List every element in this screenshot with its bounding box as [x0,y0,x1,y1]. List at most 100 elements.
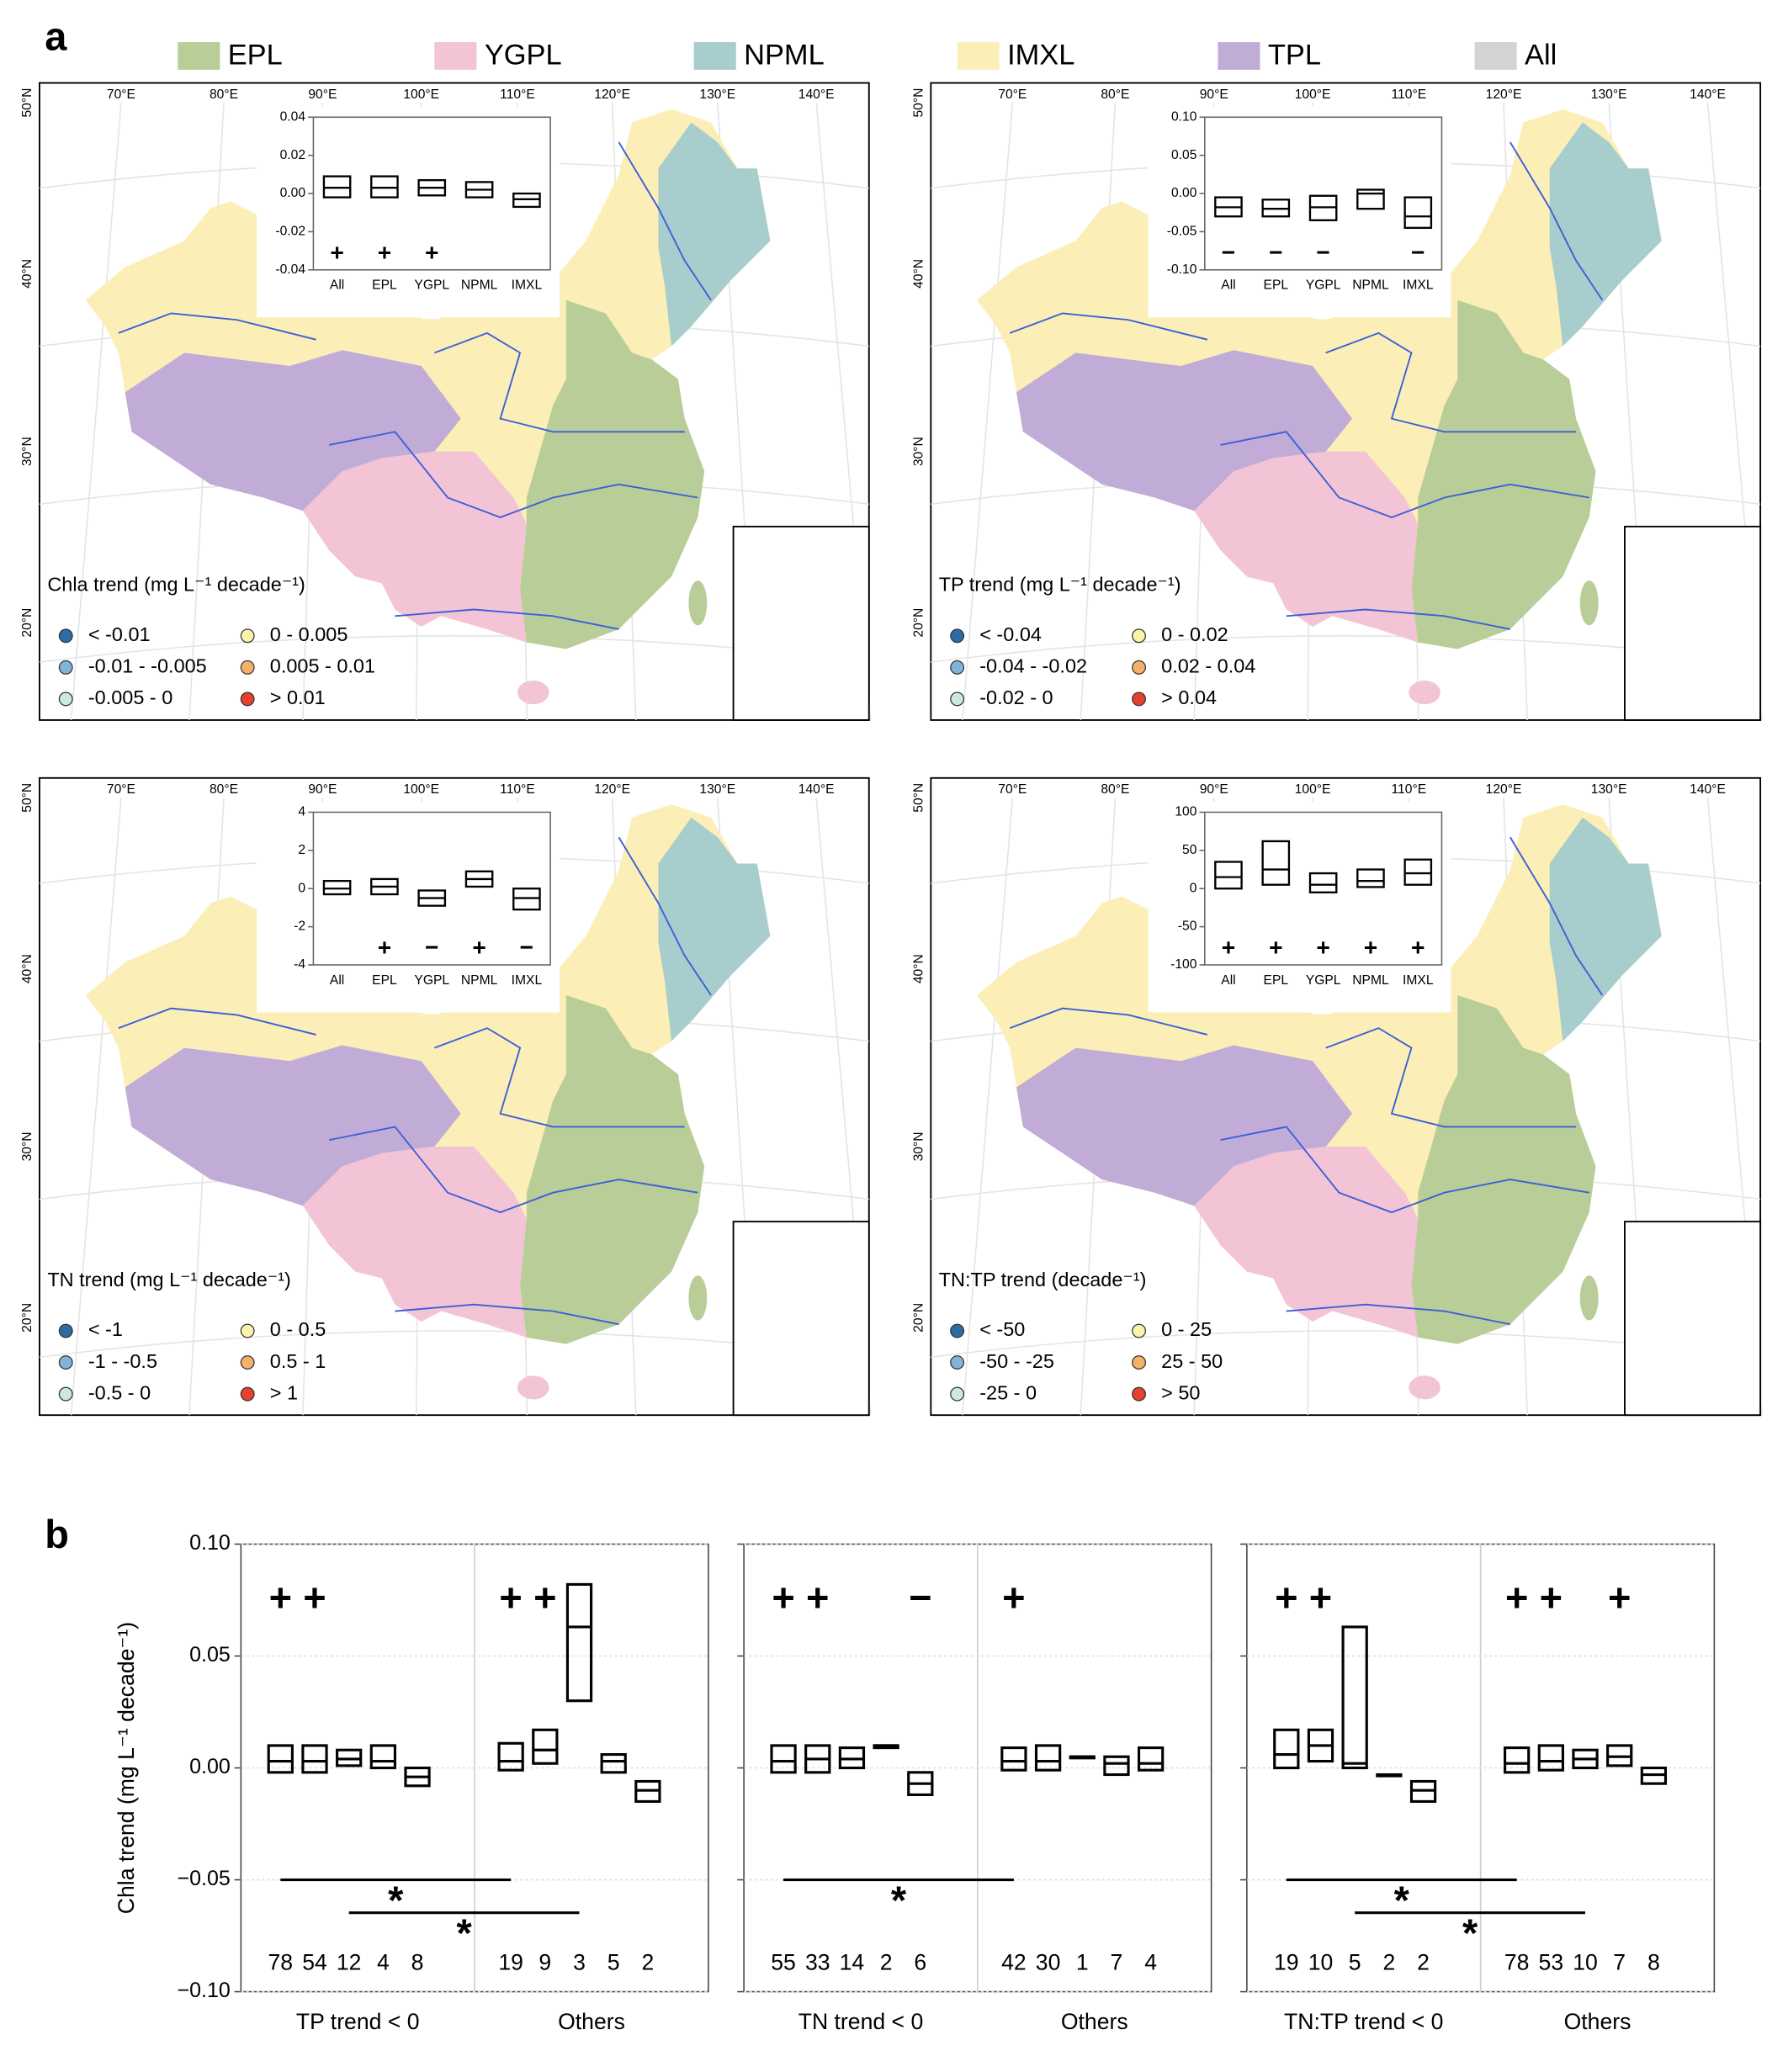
lon-label: 100°E [403,782,439,797]
x-tick-label: EPL [1264,973,1289,988]
x-tick-label: YGPL [414,973,449,988]
group-label: TN trend < 0 [798,2009,924,2034]
legend-label: -0.5 - 0 [88,1381,151,1403]
legend-label: < -1 [88,1318,123,1340]
graticule [70,102,122,721]
significance-label: * [388,1879,404,1922]
x-tick-label: NPML [461,973,498,988]
x-tick-label: IMXL [512,973,543,988]
count-label: 6 [914,1950,926,1975]
lat-label: 20°N [20,1303,34,1333]
legend-dot [58,628,73,644]
lon-label: 130°E [1591,782,1627,797]
legend-label: 0.02 - 0.04 [1161,655,1255,677]
legend-swatch [693,42,736,70]
lon-label: 110°E [1392,782,1427,797]
legend-label: YGPL [485,39,562,71]
region-tpl [1016,350,1353,511]
sign: + [1002,1576,1025,1619]
count-label: 33 [805,1950,830,1975]
group-label: TP trend < 0 [296,2009,420,2034]
box [1103,1755,1130,1777]
box [1504,1746,1531,1774]
legend-label: -0.02 - 0 [979,686,1053,708]
lon-label: 140°E [1690,782,1726,797]
sign: + [499,1576,522,1619]
lon-label: 90°E [308,782,337,797]
legend-label: > 0.01 [270,686,326,708]
box [1214,861,1243,890]
sign: − [1316,239,1329,265]
legend-label: 25 - 50 [1161,1350,1223,1372]
y-tick-label: -0.02 [275,225,305,239]
legend-dot [58,692,73,707]
count-label: 10 [1573,1950,1598,1975]
legend-swatch [434,42,477,70]
map-legend-title: TN trend (mg L⁻¹ decade⁻¹) [47,1269,291,1290]
lon-label: 80°E [1101,87,1129,102]
y-tick-label: 0.00 [189,1755,231,1778]
legend-dot [240,1323,255,1338]
map-panel: 70°E 80°E 90°E 100°E 110°E 120°E 130°E 140°E 50°… [20,82,872,721]
river [1286,608,1511,630]
significance-label: * [1394,1879,1410,1922]
count-label: 78 [1504,1950,1530,1975]
x-tick-label: EPL [372,973,397,988]
lon-label: 110°E [1392,87,1427,102]
count-label: 9 [539,1950,551,1975]
group-label: Others [1564,2009,1631,2034]
count-label: 5 [1349,1950,1361,1975]
lat-label: 30°N [20,1131,34,1161]
lon-label: 120°E [1486,782,1522,797]
y-tick-label: -50 [1178,919,1197,934]
legend-dot [240,1355,255,1370]
box [532,1728,559,1765]
x-tick-label: IMXL [1403,973,1434,988]
x-tick-label: All [1221,973,1235,988]
map-panel: 70°E 80°E 90°E 100°E 110°E 120°E 130°E 140°E 50°… [20,776,872,1417]
lat-label: 40°N [911,954,926,983]
x-tick-label: EPL [372,278,397,293]
panel-label: a [45,14,67,58]
sign: + [1411,935,1425,961]
inset-map [1624,525,1762,721]
sign: + [1269,935,1282,961]
count-label: 14 [840,1950,865,1975]
legend-label: -1 - -0.5 [88,1350,157,1372]
inset-map [1624,1221,1762,1417]
box [1308,872,1338,893]
lon-label: 90°E [1200,782,1228,797]
sign: + [533,1576,556,1619]
lon-label: 80°E [210,87,238,102]
legend-label: -0.04 - -0.02 [979,655,1087,677]
legend-dot [58,1355,73,1370]
river [434,331,685,433]
river [395,608,619,630]
count-label: 2 [880,1950,893,1975]
river [1009,312,1208,341]
hainan [1409,1375,1440,1400]
lon-label: 100°E [1295,87,1331,102]
box [1403,196,1433,230]
lat-label: 30°N [911,437,926,466]
legend-label: < -50 [979,1318,1025,1340]
river [118,1007,316,1036]
legend-dot [950,1386,965,1402]
inset-map [732,1221,870,1417]
box [267,1744,294,1774]
box [497,1741,524,1772]
legend-label: < -0.01 [88,623,151,645]
region-ygpl [1194,451,1419,643]
legend-dot [58,660,73,675]
lon-label: 110°E [500,782,535,797]
sign: − [909,1576,931,1619]
legend-label: 0.5 - 1 [270,1350,326,1372]
legend-label: > 0.04 [1161,686,1217,708]
box [1403,858,1433,886]
region-epl [1411,299,1596,649]
y-tick-label: 0.05 [1171,148,1197,162]
x-tick-label: IMXL [1403,278,1434,293]
y-tick-label: 0.00 [1171,186,1197,200]
river [1220,431,1589,518]
count-label: 19 [498,1950,523,1975]
